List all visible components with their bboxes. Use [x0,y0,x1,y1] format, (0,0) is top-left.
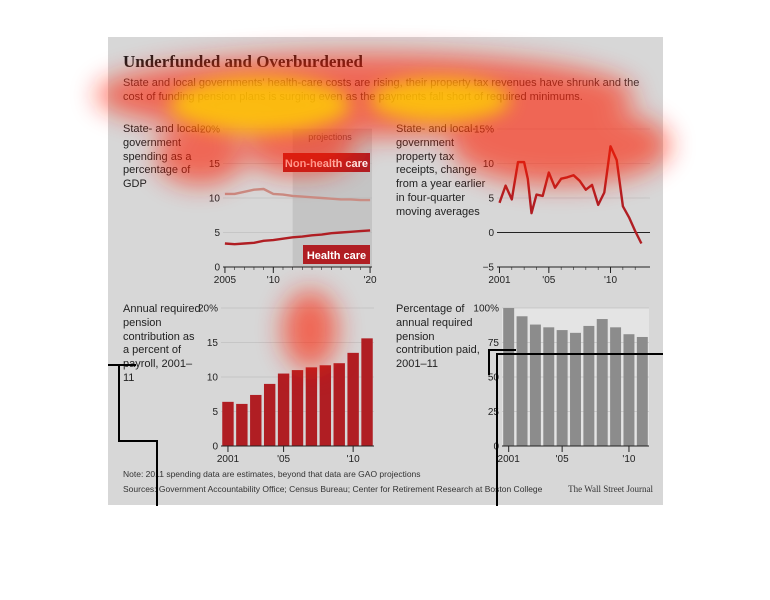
chart4-description: Percentage of annual required pension co… [396,303,480,371]
chart3-bar [291,370,304,446]
chart4-bar [556,330,568,446]
chart4-xtick-label: '05 [556,454,569,465]
chart4-ytick-label: 50 [488,373,500,384]
chart3-ytick-label: 15 [207,338,219,349]
infographic-panel: Underfunded and Overburdened State and l… [108,37,663,505]
chart4-bar [516,316,528,446]
chart4-bar [570,332,581,446]
chart4-ytick-label: 25 [488,407,500,418]
chart3-bar [361,338,373,446]
chart3-bar [236,403,248,446]
chart3-bar [319,365,332,446]
chart4-ytick-label: 100% [473,304,499,315]
chart4-bar [610,327,622,446]
chart4-bar [583,325,595,446]
chart1-ytick-label: 10 [209,194,221,205]
chart2-ytick-label: 5 [488,194,494,205]
chart1-xtick-label: '20 [364,275,377,286]
chart4-bar [596,319,608,446]
overlay-line [488,349,490,375]
chart3-ytick-label: 5 [212,407,218,418]
chart2-ytick-label: −5 [483,263,495,274]
chart1-series-line [224,187,371,202]
overlay-line [118,440,158,442]
chart3-ytick-label: 20% [198,304,218,315]
chart1-series-line [224,229,371,246]
chart3-bar [277,373,290,446]
chart4-ytick-label: 75 [488,338,500,349]
overlay-line [118,365,120,441]
chart3-xtick-label: '05 [277,454,290,465]
sources: Sources: Government Accountability Offic… [123,484,543,494]
chart2-xtick-label: 2001 [488,275,511,286]
overlay-line [108,364,136,366]
overlay-line [488,349,516,351]
chart3-xtick-label: 2001 [217,454,240,465]
overlay-line [496,353,663,355]
chart1-xtick-label: 2005 [214,275,237,286]
chart3-bar [263,383,276,446]
chart4-bar [623,334,635,446]
health-label: Health care [307,250,366,262]
pension-contribution-bar-chart: 0 5 10 15 20% 2001 '05 '10 [198,304,374,465]
chart3-bar [222,401,234,446]
chart4-bar [529,324,541,446]
chart2-xtick-label: '10 [604,275,617,286]
chart4-xtick-label: '10 [622,454,635,465]
chart4-bar [543,327,555,446]
chart1-xtick-label: '10 [267,275,280,286]
chart3-bar [305,367,318,446]
credit: The Wall Street Journal [568,484,653,494]
chart3-description: Annual required pension contribution as … [123,303,201,384]
chart3-bar [250,394,262,446]
chart1-ytick-label: 5 [214,228,220,239]
footnote: Note: 2011 spending data are estimates, … [123,469,421,479]
chart2-ytick-label: 0 [488,228,494,239]
chart3-ytick-label: 0 [212,442,218,453]
chart2-xtick-label: '05 [542,275,555,286]
overlay-line [496,353,498,506]
chart4-bar [503,308,515,446]
health-label-box [303,245,370,264]
chart4-bar [636,336,648,446]
chart3-bar [333,363,345,446]
chart4-xtick-label: 2001 [498,454,521,465]
chart3-ytick-label: 10 [207,373,219,384]
chart1-ytick-label: 0 [214,263,220,274]
chart3-bar [347,352,359,446]
chart3-xtick-label: '10 [347,454,360,465]
overlay-line [156,440,158,506]
